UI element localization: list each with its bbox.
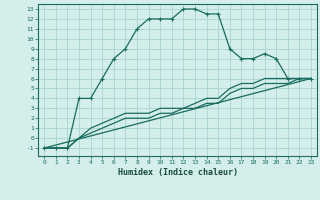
X-axis label: Humidex (Indice chaleur): Humidex (Indice chaleur) — [118, 168, 238, 177]
